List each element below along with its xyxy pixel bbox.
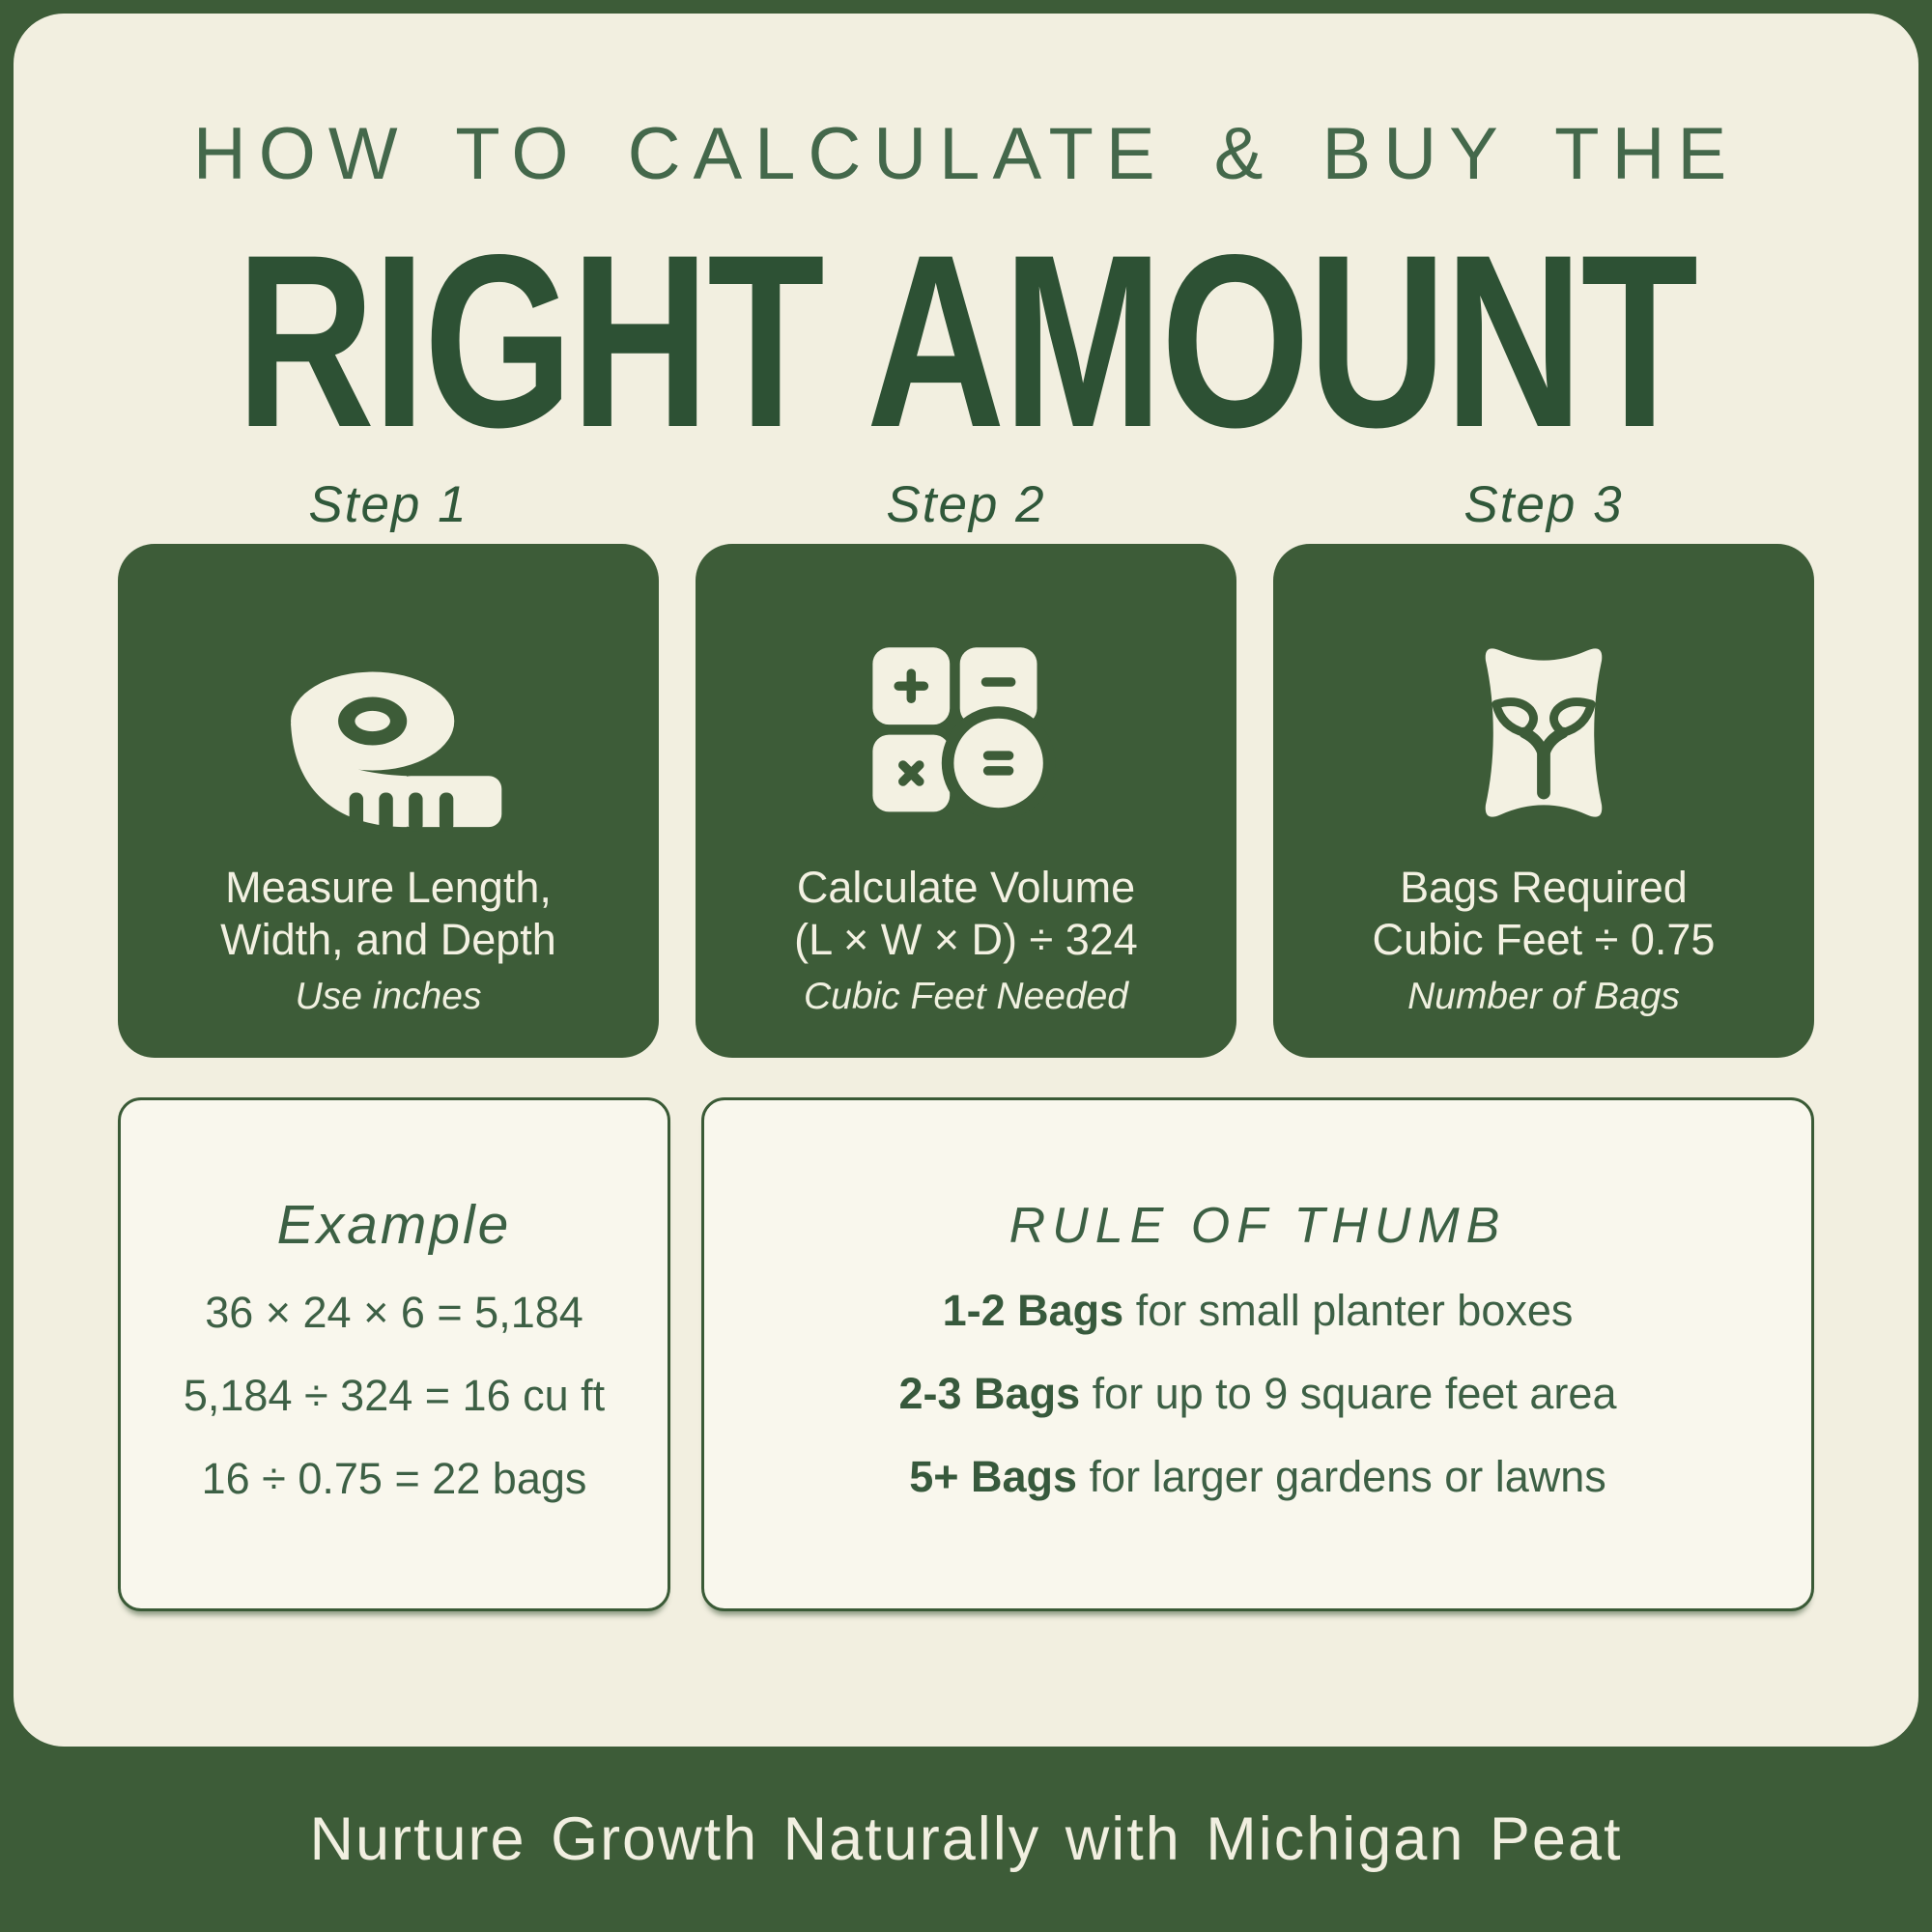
rule-of-thumb-heading: RULE OF THUMB [1009,1198,1507,1254]
rule-of-thumb-box: RULE OF THUMB 1-2 Bags for small planter… [701,1097,1814,1611]
example-heading: Example [276,1194,512,1256]
footer-tagline: Nurture Growth Naturally with Michigan P… [309,1805,1623,1873]
rule-item-3-desc: for larger gardens or lawns [1077,1452,1606,1501]
step-1-note: Use inches [295,976,482,1017]
page-title-kicker: HOW TO CALCULATE & BUY THE [192,113,1740,195]
example-line-3: 16 ÷ 0.75 = 22 bags [201,1454,587,1504]
step-2-icon-slot [865,629,1067,837]
rule-item-1: 1-2 Bags for small planter boxes [704,1269,1811,1352]
step-3-note: Number of Bags [1407,976,1680,1017]
rule-item-1-qty: 1-2 Bags [942,1286,1124,1335]
step-1-text-line-1: Measure Length, [225,863,552,912]
step-1-text-line-2: Width, and Depth [220,915,556,964]
step-3-text-line-2: Cubic Feet ÷ 0.75 [1372,915,1716,964]
example-line-2: 5,184 ÷ 324 = 16 cu ft [183,1371,606,1421]
step-2-text-line-2: (L × W × D) ÷ 324 [794,915,1138,964]
example-line-1: 36 × 24 × 6 = 5,184 [205,1288,583,1338]
rule-item-1-desc: for small planter boxes [1123,1286,1574,1335]
rule-item-3: 5+ Bags for larger gardens or lawns [704,1435,1811,1519]
step-1-icon-slot [268,629,509,837]
rule-item-2-desc: for up to 9 square feet area [1080,1369,1617,1418]
step-1-card: Measure Length, Width, and Depth Use inc… [118,544,659,1058]
page-title: RIGHT AMOUNT [236,204,1698,479]
rule-item-3-qty: 5+ Bags [909,1452,1078,1501]
example-box: Example 36 × 24 × 6 = 5,184 5,184 ÷ 324 … [118,1097,670,1611]
step-3-card: Bags Required Cubic Feet ÷ 0.75 Number o… [1273,544,1814,1058]
rule-item-2: 2-3 Bags for up to 9 square feet area [704,1352,1811,1435]
step-3-text-line-1: Bags Required [1400,863,1688,912]
calculator-icon [872,647,1056,820]
measuring-tape-icon [291,671,502,832]
step-2-card: Calculate Volume (L × W × D) ÷ 324 Cubic… [696,544,1236,1058]
step-2-text-line-1: Calculate Volume [796,863,1136,912]
step-3-icon-slot [1472,629,1615,837]
step-2-label: Step 2 [886,476,1046,533]
rule-item-2-qty: 2-3 Bags [898,1369,1081,1418]
peat-bag-icon [1485,648,1603,817]
step-2-note: Cubic Feet Needed [803,976,1129,1017]
step-1-label: Step 1 [308,476,469,533]
step-3-label: Step 3 [1463,476,1624,533]
